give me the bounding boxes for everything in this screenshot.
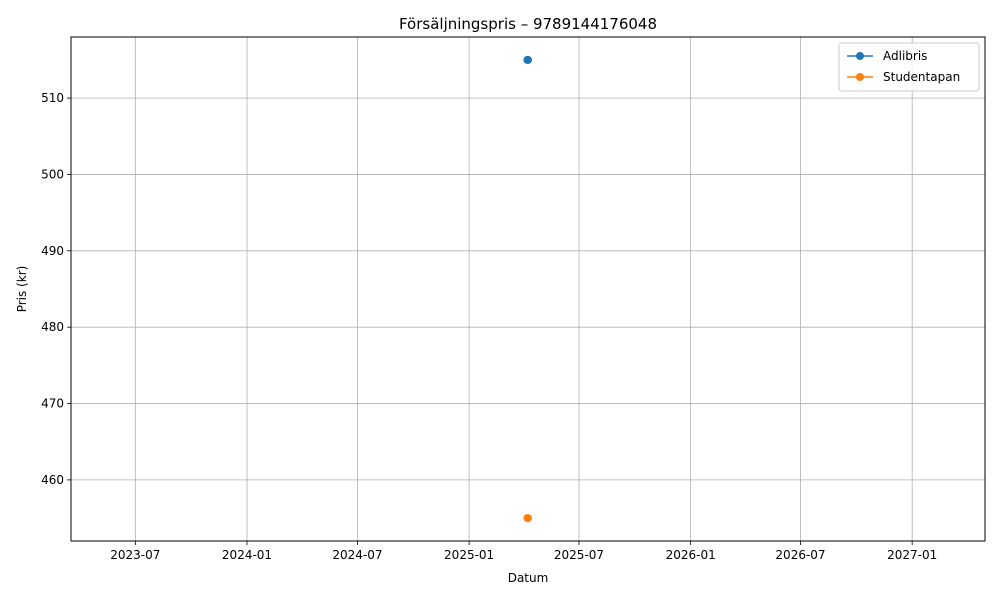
y-tick-label: 480 [41, 320, 64, 334]
legend-marker-studentapan [856, 73, 864, 81]
y-tick-label: 500 [41, 167, 64, 181]
plot-data [523, 55, 532, 523]
grid [71, 37, 985, 541]
y-tick-label: 490 [41, 244, 64, 258]
y-axis: 460 470 480 490 500 510 [41, 91, 71, 487]
data-point-adlibris [524, 55, 532, 64]
plot-frame [70, 36, 986, 542]
x-tick-label: 2027-01 [887, 548, 937, 562]
x-axis: 2023-07 2024-01 2024-07 2025-01 2025-07 2026-… [110, 541, 937, 562]
x-tick-label: 2026-01 [666, 548, 716, 562]
x-tick-label: 2024-01 [222, 548, 272, 562]
y-tick-label: 510 [41, 91, 64, 105]
legend: Adlibris Studentapan [838, 42, 980, 92]
y-tick-label: 470 [41, 397, 64, 411]
legend-label-adlibris: Adlibris [883, 49, 927, 63]
legend-marker-adlibris [856, 52, 864, 60]
legend-label-studentapan: Studentapan [883, 70, 960, 84]
legend-box [838, 42, 980, 92]
x-tick-label: 2023-07 [110, 548, 160, 562]
x-tick-label: 2025-07 [554, 548, 604, 562]
chart-title: Försäljningspris – 9789144176048 [399, 15, 657, 33]
data-point-studentapan [524, 514, 532, 523]
x-tick-label: 2024-07 [332, 548, 382, 562]
x-tick-label: 2025-01 [444, 548, 494, 562]
x-axis-label: Datum [508, 571, 549, 585]
x-tick-label: 2026-07 [775, 548, 825, 562]
y-tick-label: 460 [41, 473, 64, 487]
y-axis-label: Pris (kr) [15, 266, 29, 313]
